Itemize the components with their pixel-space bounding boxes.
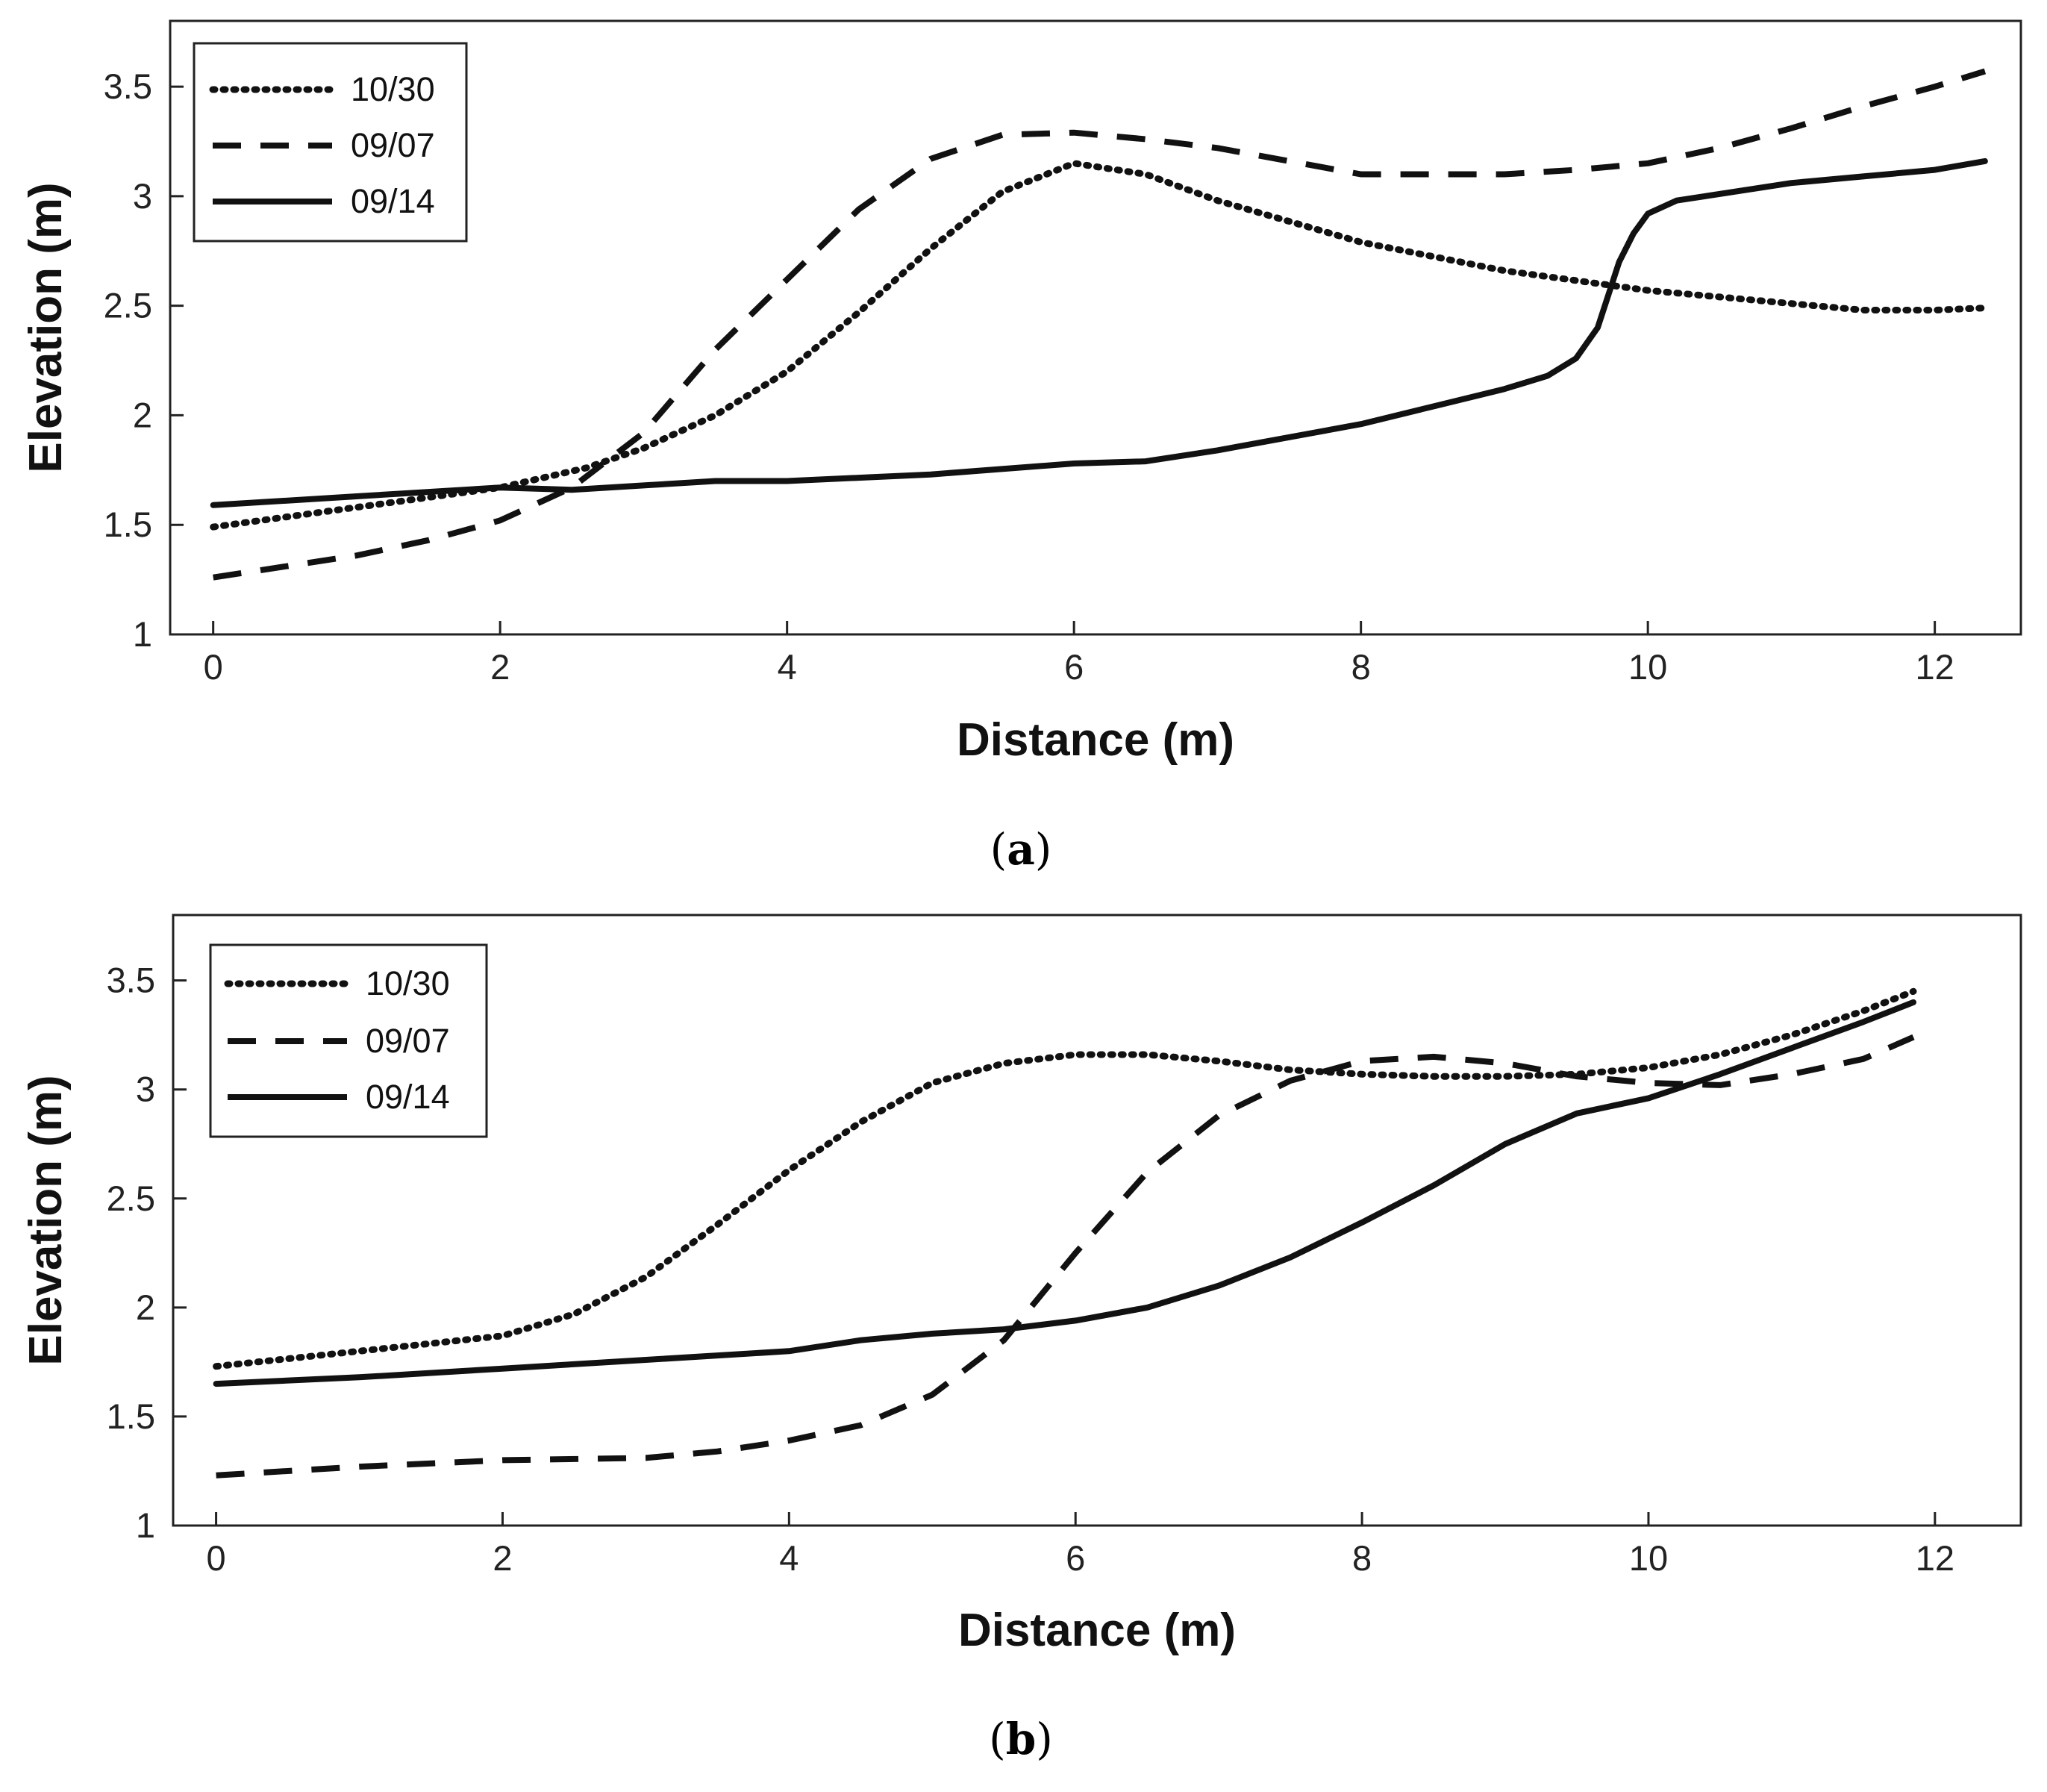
y-tick-label: 1.5 [107,1396,155,1436]
y-tick-label: 2.5 [107,1178,155,1218]
legend-b: 10/30 09/07 09/14 [209,943,488,1138]
x-ticks-b: 0 2 4 6 8 10 12 [207,1512,1954,1578]
y-tick-label: 1.5 [104,505,152,544]
x-tick-label: 4 [778,647,797,687]
x-tick-label: 6 [1064,647,1084,687]
y-axis-label-b: Elevation (m) [20,1075,72,1365]
legend-label-09-14-a: 09/14 [351,182,435,220]
series-line-10-30-b [213,987,1917,1370]
plot-frame-b [172,914,2022,1527]
x-tick-label: 4 [779,1538,799,1578]
series-line-10-30-a [210,160,1989,531]
series-line-09-07-a [213,68,1987,581]
y-axis-label-a: Elevation (m) [20,182,72,472]
legend-label-10-30-a: 10/30 [351,70,435,108]
legend-a: 10/30 09/07 09/14 [193,42,468,243]
series-layer-b [213,987,1917,1479]
y-tick-label: 2 [133,395,152,434]
legend-box-b [209,943,488,1138]
y-tick-label: 3 [133,176,152,216]
x-axis-label-a: Distance (m) [957,714,1234,766]
y-ticks-a: 1 1.5 2 2.5 3 3.5 [104,66,184,654]
x-tick-label: 10 [1628,647,1667,687]
y-tick-label: 3.5 [104,66,152,106]
series-layer-a [210,68,1989,581]
legend-box-a [193,42,468,243]
plot-frame-a [169,19,2022,636]
x-tick-label: 2 [493,1538,512,1578]
caption-letter-a: a [1007,824,1035,875]
caption-letter-b: b [1006,1714,1037,1764]
x-ticks-a: 0 2 4 6 8 10 12 [204,621,1954,687]
y-tick-label: 1 [136,1505,155,1545]
caption-a: (a) [990,824,1052,875]
x-tick-label: 0 [207,1538,226,1578]
y-tick-label: 2 [136,1287,155,1327]
x-tick-label: 12 [1916,647,1954,687]
legend-label-09-07-b: 09/07 [366,1022,450,1060]
x-tick-label: 0 [204,647,223,687]
legend-label-10-30-b: 10/30 [366,964,450,1002]
caption-b: (b) [989,1714,1053,1764]
x-tick-label: 2 [490,647,510,687]
x-tick-label: 10 [1629,1538,1668,1578]
x-tick-label: 8 [1351,647,1371,687]
x-tick-label: 8 [1352,1538,1372,1578]
series-line-09-14-b [213,999,1916,1387]
y-tick-label: 2.5 [104,286,152,325]
y-tick-label: 1 [133,614,152,654]
x-tick-label: 6 [1066,1538,1085,1578]
y-ticks-b: 1 1.5 2 2.5 3 3.5 [107,961,187,1545]
legend-label-09-07-a: 09/07 [351,126,435,164]
x-axis-label-b: Distance (m) [958,1605,1236,1656]
x-tick-label: 12 [1916,1538,1954,1578]
panel-a: 0 2 4 6 8 10 12 1 1.5 2 2.5 3 3.5 Distance (m) Elev… [20,19,2022,875]
panel-b: 0 2 4 6 8 10 12 1 1.5 2 2.5 3 3.5 Distance (m) Elev… [20,914,2022,1764]
y-tick-label: 3.5 [107,961,155,1000]
legend-label-09-14-b: 09/14 [366,1078,450,1116]
y-tick-label: 3 [136,1070,155,1109]
series-line-09-14-a [210,157,1988,508]
